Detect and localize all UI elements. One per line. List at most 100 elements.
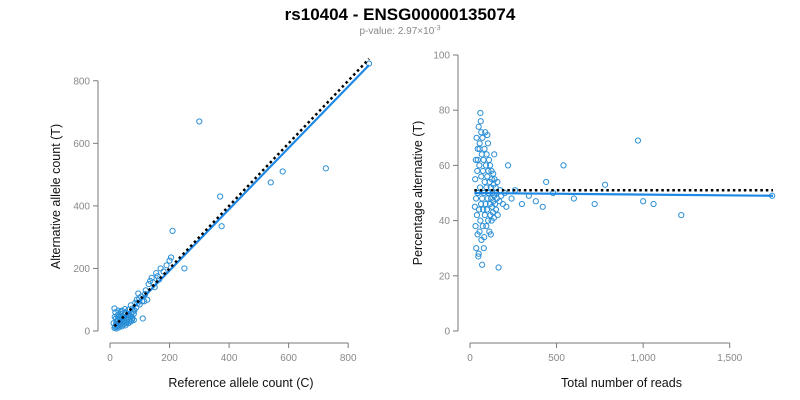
y-tick-label: 400 bbox=[73, 201, 90, 212]
data-point bbox=[147, 277, 154, 285]
y-tick-label: 200 bbox=[73, 264, 90, 275]
right-scatter-panel: 0 500 1,000 1,500 0 20 40 60 80 100 Total number o… bbox=[411, 51, 776, 390]
chart-title: rs10404 - ENSG00000135074 bbox=[285, 5, 516, 24]
data-point bbox=[166, 257, 173, 264]
data-point bbox=[157, 265, 164, 272]
subtitle-exponent: -3 bbox=[434, 25, 440, 32]
y-tick-label: 600 bbox=[73, 139, 90, 150]
x-tick-label: 500 bbox=[548, 353, 565, 364]
subtitle-prefix: p-value: 2.97×10 bbox=[359, 26, 434, 37]
data-point bbox=[484, 140, 492, 147]
data-point bbox=[167, 254, 175, 261]
left-scatter-panel: 0 200 400 600 800 0 200 400 600 800 Reference alle… bbox=[49, 58, 373, 390]
data-point bbox=[640, 198, 647, 205]
x-axis-label: Total number of reads bbox=[561, 376, 682, 390]
y-tick-label: 40 bbox=[439, 216, 451, 227]
data-point bbox=[479, 223, 486, 230]
data-point bbox=[494, 178, 501, 186]
data-point bbox=[491, 151, 498, 158]
data-point bbox=[472, 195, 480, 202]
data-point bbox=[494, 211, 501, 219]
data-point bbox=[678, 211, 685, 219]
fit-line bbox=[474, 191, 774, 197]
data-point bbox=[481, 234, 488, 241]
x-tick-label: 600 bbox=[280, 353, 297, 364]
data-point bbox=[480, 156, 487, 163]
data-point bbox=[485, 167, 492, 175]
data-point bbox=[482, 162, 490, 169]
data-point bbox=[480, 245, 487, 252]
data-point bbox=[267, 179, 274, 186]
data-point bbox=[477, 109, 484, 117]
data-point bbox=[128, 313, 135, 320]
data-point bbox=[476, 145, 483, 152]
data-point bbox=[484, 131, 491, 139]
data-point bbox=[475, 250, 482, 257]
chart-subtitle: p-value: 2.97×10-3 bbox=[359, 25, 440, 37]
data-point bbox=[518, 200, 526, 208]
data-point bbox=[475, 253, 482, 260]
x-tick-label: 0 bbox=[467, 353, 473, 364]
data-point bbox=[487, 231, 494, 238]
data-point bbox=[153, 270, 160, 277]
data-point bbox=[476, 228, 483, 235]
data-point bbox=[539, 203, 546, 210]
y-tick-label: 0 bbox=[84, 327, 90, 338]
data-point bbox=[481, 211, 488, 219]
data-point bbox=[479, 167, 487, 175]
data-point bbox=[479, 261, 486, 268]
data-point bbox=[481, 178, 488, 186]
y-tick-label: 0 bbox=[444, 327, 450, 338]
data-point bbox=[474, 167, 481, 175]
data-point bbox=[475, 206, 483, 213]
data-point bbox=[477, 118, 484, 125]
data-point bbox=[479, 195, 486, 202]
data-point bbox=[495, 264, 502, 271]
data-point bbox=[473, 134, 480, 141]
data-point bbox=[560, 162, 567, 169]
data-point bbox=[482, 200, 489, 208]
data-point bbox=[504, 162, 512, 169]
data-point bbox=[488, 176, 495, 183]
data-point bbox=[476, 162, 483, 169]
data-point bbox=[479, 134, 486, 141]
data-point bbox=[141, 298, 148, 305]
data-point bbox=[163, 262, 170, 269]
data-point bbox=[218, 223, 225, 230]
x-tick-label: 0 bbox=[107, 353, 113, 364]
x-tick-label: 400 bbox=[221, 353, 238, 364]
data-point bbox=[474, 156, 481, 163]
data-point bbox=[474, 145, 481, 152]
data-point bbox=[490, 170, 497, 177]
data-point bbox=[483, 206, 491, 213]
x-tick-label: 200 bbox=[161, 353, 178, 364]
data-point bbox=[601, 181, 609, 188]
data-point bbox=[181, 265, 188, 272]
data-point bbox=[483, 151, 490, 158]
data-point bbox=[472, 223, 479, 230]
data-point bbox=[128, 316, 136, 323]
x-tick-label: 1,500 bbox=[717, 353, 742, 364]
data-point bbox=[196, 118, 203, 125]
data-point bbox=[532, 198, 539, 205]
data-point bbox=[279, 168, 286, 175]
y-tick-label: 100 bbox=[433, 51, 450, 62]
data-point bbox=[477, 217, 484, 224]
data-point bbox=[481, 145, 488, 152]
data-point bbox=[471, 203, 478, 210]
data-point bbox=[508, 195, 515, 202]
data-point bbox=[499, 200, 506, 208]
data-point bbox=[472, 176, 479, 183]
data-point bbox=[492, 206, 500, 213]
data-point bbox=[476, 140, 483, 147]
data-point bbox=[110, 320, 117, 327]
data-point bbox=[478, 129, 485, 136]
data-point bbox=[473, 245, 480, 252]
data-point bbox=[503, 203, 510, 210]
data-point bbox=[570, 195, 577, 202]
reference-line bbox=[113, 58, 370, 328]
data-point bbox=[169, 227, 176, 235]
fit-line bbox=[113, 64, 370, 329]
x-axis-label: Reference allele count (C) bbox=[168, 376, 313, 390]
